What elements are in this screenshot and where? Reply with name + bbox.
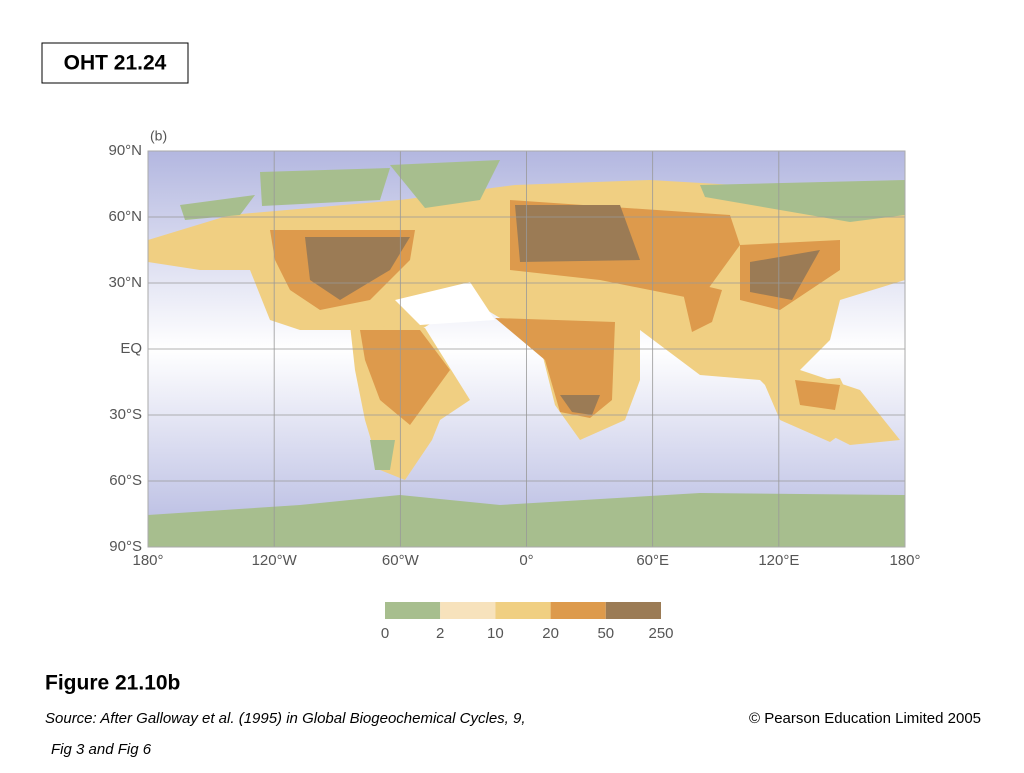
legend-swatch	[605, 602, 661, 619]
slide-title: OHT 21.24	[64, 52, 167, 75]
lon-label: 180°	[132, 552, 163, 569]
source-cont: Fig 3 and Fig 6	[51, 741, 152, 758]
legend-label: 20	[542, 625, 559, 642]
region	[560, 395, 600, 415]
panel-label: (b)	[150, 128, 167, 144]
legend-swatch	[495, 602, 551, 619]
lat-label: 90°N	[108, 142, 142, 159]
map-frame	[147, 150, 906, 548]
region	[700, 180, 905, 222]
legend-label: 10	[487, 625, 504, 642]
legend-swatch	[440, 602, 496, 619]
lon-label: 180°	[889, 552, 920, 569]
legend-swatch	[550, 602, 606, 619]
source: Source: After Galloway et al. (1995) in …	[45, 710, 526, 727]
region	[370, 440, 395, 470]
legend-label: 250	[648, 625, 673, 642]
figure-title: Figure 21.10b	[45, 672, 180, 695]
region	[390, 160, 500, 208]
lat-label: 30°S	[109, 406, 142, 423]
lon-label: 120°E	[758, 552, 799, 569]
lat-label: 90°S	[109, 538, 142, 555]
region	[795, 380, 840, 410]
legend-label: 2	[436, 625, 444, 642]
lat-label: 60°S	[109, 472, 142, 489]
lat-label: 30°N	[108, 274, 142, 291]
lat-label: 60°N	[108, 208, 142, 225]
region	[260, 168, 390, 206]
region	[360, 330, 450, 425]
region	[395, 282, 495, 325]
region	[515, 205, 640, 262]
lon-label: 120°W	[252, 552, 298, 569]
region	[750, 250, 820, 300]
legend-label: 50	[597, 625, 614, 642]
lat-label: EQ	[120, 340, 142, 357]
legend-label: 0	[381, 625, 389, 642]
region	[305, 237, 410, 300]
region	[180, 195, 255, 220]
lon-label: 0°	[519, 552, 533, 569]
region	[495, 318, 615, 418]
title-box	[41, 42, 189, 84]
lon-label: 60°W	[382, 552, 420, 569]
copyright: © Pearson Education Limited 2005	[749, 710, 981, 727]
lon-label: 60°E	[636, 552, 669, 569]
region	[680, 280, 722, 332]
legend-swatch	[385, 602, 441, 619]
